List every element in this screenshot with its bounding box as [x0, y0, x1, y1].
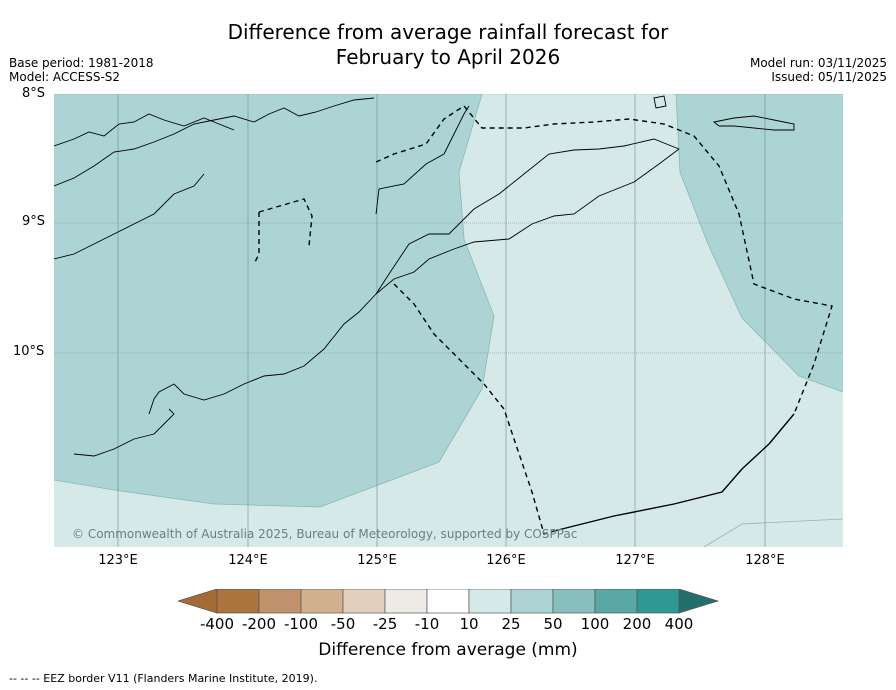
coastline-islet — [653, 95, 667, 109]
colorbar-extend-high — [678, 589, 720, 614]
eez-footnote: -- -- -- EEZ border V11 (Flanders Marine… — [9, 672, 318, 685]
colorbar-bin — [342, 589, 386, 614]
coastline-northwest — [54, 97, 375, 187]
title-line-1: Difference from average rainfall forecas… — [227, 20, 669, 44]
colorbar-label: 25 — [501, 615, 521, 633]
gridlines — [54, 94, 843, 547]
lon-label-128e: 128°E — [745, 553, 785, 568]
lon-label-125e: 125°E — [357, 553, 397, 568]
coastline-timor-south — [375, 148, 680, 295]
coastline-babar — [712, 115, 795, 131]
colorbar-label: -25 — [372, 615, 398, 633]
dark-rainfall-zone-west — [54, 94, 494, 507]
map-panel: © Commonwealth of Australia 2025, Bureau… — [54, 94, 843, 547]
zone-boundary-east — [675, 94, 843, 393]
colorbar-bin — [510, 589, 554, 614]
colorbar-bin — [426, 589, 470, 614]
colorbar-bin — [216, 589, 260, 614]
dark-rainfall-zone-east — [676, 94, 843, 392]
lat-label-9s: 9°S — [22, 214, 46, 229]
meta-right: Model run: 03/11/2025 Issued: 05/11/2025 — [750, 56, 887, 84]
colorbar-bin — [258, 589, 302, 614]
colorbar-extend-low — [178, 589, 218, 614]
lat-label-10s: 10°S — [13, 344, 45, 359]
colorbar-label: 10 — [459, 615, 479, 633]
title-line-2: February to April 2026 — [335, 45, 561, 69]
coastline-flores — [54, 173, 205, 260]
colorbar-bin — [636, 589, 680, 614]
coastlines — [54, 95, 795, 457]
lon-label-127e: 127°E — [615, 553, 655, 568]
coastline-timor-west — [148, 293, 377, 415]
colorbar-label: -50 — [330, 615, 356, 633]
colorbar-label: 200 — [622, 615, 652, 633]
lon-label-124e: 124°E — [228, 553, 268, 568]
meta-left: Base period: 1981-2018 Model: ACCESS-S2 — [9, 56, 154, 84]
zone-boundary-west — [54, 94, 495, 508]
lon-label-123e: 123°E — [98, 553, 138, 568]
colorbar — [178, 589, 720, 614]
colorbar-title: Difference from average (mm) — [318, 640, 578, 660]
colorbar-label: 400 — [664, 615, 694, 633]
lon-label-126e: 126°E — [486, 553, 526, 568]
zone-boundary-south — [703, 518, 843, 547]
coastline-timor-north — [375, 138, 680, 295]
colorbar-bin — [300, 589, 344, 614]
colorbar-label: 50 — [543, 615, 563, 633]
issued-date: Issued: 05/11/2025 — [771, 70, 887, 84]
map-title: Difference from average rainfall forecas… — [0, 20, 896, 70]
model-name: Model: ACCESS-S2 — [9, 70, 121, 84]
colorbar-bin — [594, 589, 638, 614]
colorbar-bin — [468, 589, 512, 614]
coastline-wetar — [375, 105, 470, 215]
colorbar-label: -400 — [199, 615, 235, 633]
eez-border — [253, 105, 833, 535]
eez-border-solid — [553, 413, 795, 532]
colorbar-bin — [552, 589, 596, 614]
model-run: Model run: 03/11/2025 — [749, 56, 887, 70]
colorbar-label: -10 — [414, 615, 440, 633]
lat-label-8s: 8°S — [22, 86, 46, 101]
coastline-rote — [73, 408, 175, 457]
colorbar-label: -200 — [241, 615, 277, 633]
copyright-notice: © Commonwealth of Australia 2025, Bureau… — [72, 527, 577, 541]
base-period: Base period: 1981-2018 — [9, 56, 154, 70]
colorbar-bin — [384, 589, 428, 614]
colorbar-label: -100 — [283, 615, 319, 633]
colorbar-label: 100 — [580, 615, 610, 633]
coastline-island-chain — [54, 113, 235, 147]
